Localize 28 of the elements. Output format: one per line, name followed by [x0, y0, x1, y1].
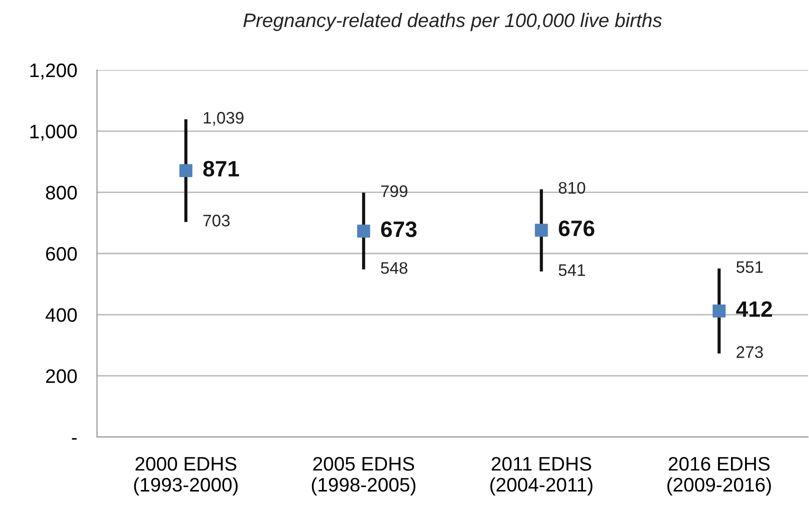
point — [357, 224, 370, 238]
y-tick-label: 400 — [46, 308, 77, 322]
y-tick-label: 600 — [46, 246, 77, 261]
x-tick-label: 2005 EDHS (1998-2005) — [312, 456, 416, 496]
y-tick-label: 1,000 — [30, 124, 77, 141]
annotation: 551 — [736, 261, 763, 273]
chart-title: Pregnancy-related deaths per 100,000 live births — [243, 12, 662, 32]
point — [534, 224, 548, 237]
annotation: 1,039 — [204, 112, 244, 126]
annotation: 548 — [380, 262, 408, 274]
data-label: 676 — [558, 220, 594, 236]
annotation: 541 — [558, 264, 586, 276]
annotation: 799 — [381, 185, 408, 198]
point — [179, 164, 192, 178]
y-tick-label: 800 — [46, 186, 77, 200]
annotation: 703 — [203, 214, 230, 226]
data-label: 673 — [381, 221, 417, 238]
y-tick-label: 1,200 — [30, 63, 77, 80]
annotation: 273 — [736, 346, 763, 358]
annotation: 810 — [558, 182, 586, 194]
y-tick-label: 200 — [46, 369, 77, 384]
x-tick-label: 2000 EDHS (1993-2000) — [134, 456, 238, 496]
data-label: 871 — [203, 160, 239, 177]
x-tick-label: 2011 EDHS (2004-2011) — [490, 456, 592, 496]
y-tick-label: - — [72, 438, 77, 440]
x-tick-label: 2016 EDHS (2009-2016) — [667, 456, 771, 496]
point — [712, 304, 726, 318]
data-label: 412 — [736, 301, 772, 317]
